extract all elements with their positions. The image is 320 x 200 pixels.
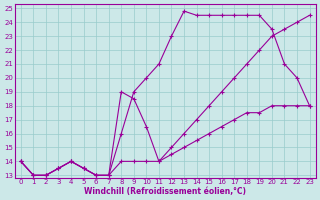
X-axis label: Windchill (Refroidissement éolien,°C): Windchill (Refroidissement éolien,°C): [84, 187, 246, 196]
